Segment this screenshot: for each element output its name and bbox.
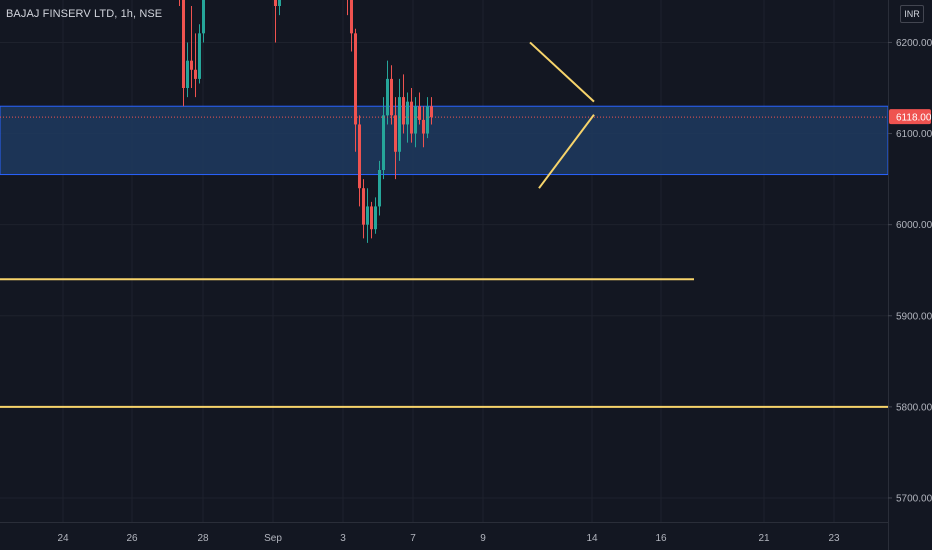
candle <box>418 92 421 125</box>
candle-body <box>354 33 357 125</box>
candle <box>390 65 393 125</box>
x-tick-label: Sep <box>264 533 282 544</box>
candle-body <box>366 206 369 225</box>
horizontal-levels <box>0 278 888 408</box>
candle-body <box>362 188 365 225</box>
candle <box>358 115 361 207</box>
y-tick-label: 6100.00 <box>896 129 932 140</box>
candle <box>370 201 373 239</box>
y-tick-label: 5800.00 <box>896 402 932 413</box>
last-price-tag: 6118.00 <box>889 109 932 125</box>
x-tick-label: 9 <box>480 533 486 544</box>
candle <box>366 188 369 243</box>
candle <box>426 97 429 139</box>
candle-body <box>190 60 193 70</box>
candle <box>354 28 357 152</box>
candle <box>190 6 193 88</box>
triangle-upper-line <box>529 41 595 103</box>
x-tick-label: 3 <box>340 533 346 544</box>
candle <box>378 160 381 216</box>
y-tick-label: 5900.00 <box>896 311 932 322</box>
candle <box>402 74 405 134</box>
candle-body <box>182 0 185 88</box>
candle-body <box>374 206 377 230</box>
candle-body <box>398 97 401 152</box>
candle-body <box>198 33 201 79</box>
triangle-lower-line <box>538 114 595 189</box>
candle-body <box>350 0 353 34</box>
candle <box>430 97 433 125</box>
candle <box>198 24 201 84</box>
y-tick-label: 5700.00 <box>896 493 932 504</box>
candle-body <box>394 115 397 152</box>
candle-body <box>186 60 189 88</box>
candle-body <box>386 78 389 116</box>
support-zone <box>0 105 889 176</box>
candle-body <box>418 106 421 120</box>
x-tick-label: 21 <box>758 533 770 544</box>
candle <box>362 179 365 239</box>
candle <box>350 0 353 52</box>
y-tick-label: 6200.00 <box>896 38 932 49</box>
candle-body <box>382 115 385 170</box>
x-tick-label: 26 <box>126 533 138 544</box>
candle-body <box>194 69 197 79</box>
price-axis[interactable]: 5700.00 5800.00 5900.00 6000.00 6100.00 6200.… <box>888 0 932 504</box>
candle <box>414 97 417 148</box>
candle <box>422 106 425 148</box>
candle-body <box>402 97 405 125</box>
candle <box>386 60 389 125</box>
x-tick-label: 28 <box>197 533 209 544</box>
candle <box>278 0 281 16</box>
candlestick-series <box>179 0 433 243</box>
x-tick-label: 24 <box>57 533 69 544</box>
x-tick-label: 16 <box>655 533 667 544</box>
candle <box>406 92 409 143</box>
candle-body <box>426 106 429 134</box>
symbol-title[interactable]: BAJAJ FINSERV LTD, 1h, NSE <box>6 8 163 20</box>
candle <box>179 0 180 7</box>
candle-body <box>378 169 381 207</box>
candle-body <box>370 206 373 230</box>
candle-body <box>414 106 417 134</box>
x-tick-label: 14 <box>586 533 598 544</box>
price-axis-background <box>888 0 932 550</box>
candle <box>398 78 401 161</box>
candle <box>202 0 205 43</box>
candle <box>374 197 377 234</box>
candle-body <box>430 106 433 118</box>
candle <box>274 0 277 43</box>
candle-body <box>406 101 409 125</box>
x-tick-label: 23 <box>828 533 840 544</box>
candle <box>186 42 189 98</box>
candle <box>182 0 185 107</box>
candle <box>382 97 385 180</box>
price-tag-bg <box>889 109 931 125</box>
time-axis[interactable]: 24 26 28 Sep 3 7 9 14 16 21 23 <box>0 522 888 545</box>
triangle-pattern <box>529 41 595 189</box>
candle-body <box>358 124 361 189</box>
currency-badge[interactable]: INR <box>900 5 924 23</box>
candle-body <box>278 0 281 7</box>
candle-body <box>390 78 393 116</box>
candle-body <box>274 0 277 7</box>
y-tick-label: 6000.00 <box>896 220 932 231</box>
candle <box>194 33 197 98</box>
candle <box>347 0 348 16</box>
x-tick-label: 7 <box>410 533 416 544</box>
grid-lines <box>0 0 888 522</box>
candle-body <box>422 119 425 134</box>
candle <box>394 97 397 180</box>
candle-body <box>202 0 205 34</box>
price-tag-label: 6118.00 <box>896 113 932 124</box>
